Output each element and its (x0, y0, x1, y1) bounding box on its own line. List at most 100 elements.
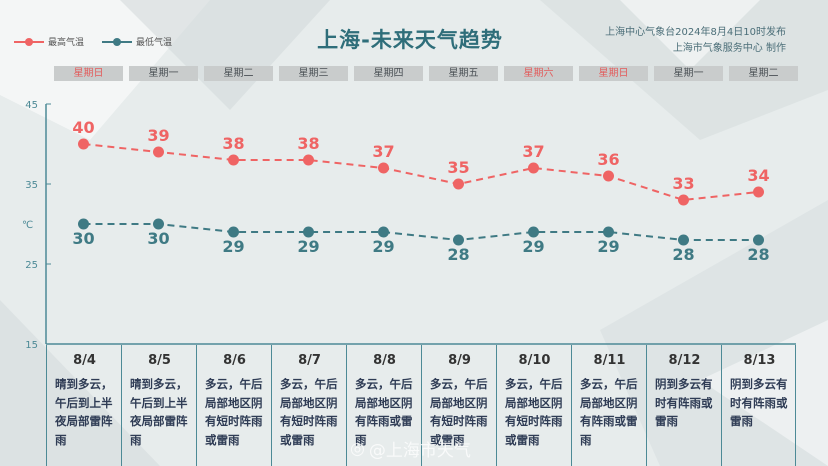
forecast-table: 8/4 晴到多云，午后到上半夜局部雷阵雨 8/5 晴到多云，午后到上半夜局部雷阵雨 8/… (46, 345, 796, 466)
watermark-text: @上海市天气 (368, 441, 471, 461)
data-point-low (303, 226, 314, 238)
forecast-column: 8/4 晴到多云，午后到上半夜局部雷阵雨 (46, 345, 121, 466)
x-tick-label: 8/9 (448, 353, 471, 368)
weekday-label: 星期三 (279, 66, 348, 81)
source-info: 上海中心气象台2024年8月4日10时发布 上海市气象服务中心 制作 (605, 25, 786, 57)
y-tick-label: 15 (25, 340, 38, 351)
forecast-column: 8/8 多云，午后局部地区阴有阵雨或雷雨 (346, 345, 421, 466)
data-point-high (153, 146, 164, 158)
data-point-high (603, 170, 614, 182)
forecast-column: 8/13 阴到多云有时有阵雨或雷雨 (721, 345, 796, 466)
data-label-high: 39 (147, 126, 169, 145)
data-label-high: 34 (747, 166, 769, 185)
data-label-high: 37 (522, 142, 544, 161)
x-tick-label: 8/4 (73, 353, 96, 368)
data-point-high (228, 154, 239, 166)
data-point-low (228, 226, 239, 238)
forecast-column: 8/10 多云，午后局部地区阴有短时阵雨或雷雨 (496, 345, 571, 466)
weather-description: 多云，午后局部地区阴有短时阵雨或雷雨 (505, 377, 563, 447)
watermark: ◎ @上海市天气 (350, 436, 471, 462)
weather-description: 阴到多云有时有阵雨或雷雨 (655, 377, 713, 428)
weekday-label: 星期二 (729, 66, 798, 81)
weather-description: 阴到多云有时有阵雨或雷雨 (730, 377, 788, 428)
data-label-low: 30 (147, 229, 169, 248)
data-point-low (528, 226, 539, 238)
data-point-low (453, 234, 464, 246)
data-point-high (678, 194, 689, 206)
legend-high-marker (14, 37, 44, 46)
forecast-column: 8/5 晴到多云，午后到上半夜局部雷阵雨 (121, 345, 196, 466)
data-label-high: 38 (297, 134, 319, 153)
forecast-column: 8/7 多云，午后局部地区阴有短时阵雨或雷雨 (271, 345, 346, 466)
weekday-label: 星期日 (579, 66, 648, 81)
weather-description: 晴到多云，午后到上半夜局部雷阵雨 (55, 377, 113, 447)
x-tick-label: 8/13 (743, 353, 776, 368)
forecast-column: 8/11 多云，午后局部地区阴有阵雨或雷雨 (571, 345, 646, 466)
weather-description: 多云，午后局部地区阴有短时阵雨或雷雨 (430, 377, 488, 447)
weather-description: 多云，午后局部地区阴有阵雨或雷雨 (355, 377, 413, 447)
x-tick-label: 8/7 (298, 353, 321, 368)
legend-low-marker (102, 37, 132, 46)
series-line-low (83, 223, 759, 242)
source-line-2: 上海市气象服务中心 制作 (672, 43, 786, 54)
data-point-high (453, 178, 464, 190)
x-tick-label: 8/6 (223, 353, 246, 368)
data-point-low (78, 218, 89, 230)
data-label-low: 29 (597, 237, 619, 256)
source-line-1: 上海中心气象台2024年8月4日10时发布 (605, 27, 786, 38)
forecast-column: 8/6 多云，午后局部地区阴有短时阵雨或雷雨 (196, 345, 271, 466)
y-axis-unit: ℃ (22, 220, 33, 231)
data-label-low: 29 (372, 237, 394, 256)
data-point-low (378, 226, 389, 238)
data-point-high (303, 154, 314, 166)
data-label-low: 29 (297, 237, 319, 256)
weekday-label: 星期日 (54, 66, 123, 81)
weekday-label: 星期六 (504, 66, 573, 81)
x-tick-label: 8/8 (373, 353, 396, 368)
weather-description: 多云，午后局部地区阴有短时阵雨或雷雨 (205, 377, 263, 447)
page-title: 上海-未来天气趋势 (317, 28, 503, 52)
data-label-low: 28 (447, 245, 469, 264)
x-tick-label: 8/10 (518, 353, 551, 368)
data-label-low: 30 (72, 229, 94, 248)
data-label-low: 29 (222, 237, 244, 256)
weekday-label: 星期一 (129, 66, 198, 81)
y-tick-label: 25 (25, 260, 38, 271)
forecast-column: 8/9 多云，午后局部地区阴有短时阵雨或雷雨 (421, 345, 496, 466)
data-label-low: 28 (747, 245, 769, 264)
data-label-low: 28 (672, 245, 694, 264)
data-label-high: 37 (372, 142, 394, 161)
data-label-high: 36 (597, 150, 619, 169)
series-line-high (83, 143, 759, 202)
data-point-low (603, 226, 614, 238)
y-tick-label: 35 (25, 180, 38, 191)
forecast-column: 8/12 阴到多云有时有阵雨或雷雨 (646, 345, 721, 466)
data-point-high (753, 186, 764, 198)
data-label-low: 29 (522, 237, 544, 256)
legend-high-label: 最高气温 (48, 38, 85, 48)
weekday-label: 星期二 (204, 66, 273, 81)
data-label-high: 40 (72, 118, 94, 137)
weekday-label: 星期四 (354, 66, 423, 81)
weather-description: 多云，午后局部地区阴有短时阵雨或雷雨 (280, 377, 338, 447)
weibo-icon: ◎ (350, 438, 365, 459)
y-tick-label: 45 (25, 100, 38, 111)
data-label-high: 33 (672, 174, 694, 193)
data-point-high (78, 138, 89, 150)
legend-high: 最高气温 (14, 35, 84, 48)
data-point-low (753, 234, 764, 246)
data-point-low (153, 218, 164, 230)
x-tick-label: 8/5 (148, 353, 171, 368)
weather-description: 多云，午后局部地区阴有阵雨或雷雨 (580, 377, 638, 447)
data-label-high: 35 (447, 158, 469, 177)
data-point-low (678, 234, 689, 246)
x-tick-label: 8/11 (593, 353, 626, 368)
weekday-label: 星期一 (654, 66, 723, 81)
x-tick-label: 8/12 (668, 353, 701, 368)
legend-low: 最低气温 (102, 35, 172, 48)
data-point-high (528, 162, 539, 174)
weekday-label: 星期五 (429, 66, 498, 81)
legend-low-label: 最低气温 (136, 38, 173, 48)
data-point-high (378, 162, 389, 174)
